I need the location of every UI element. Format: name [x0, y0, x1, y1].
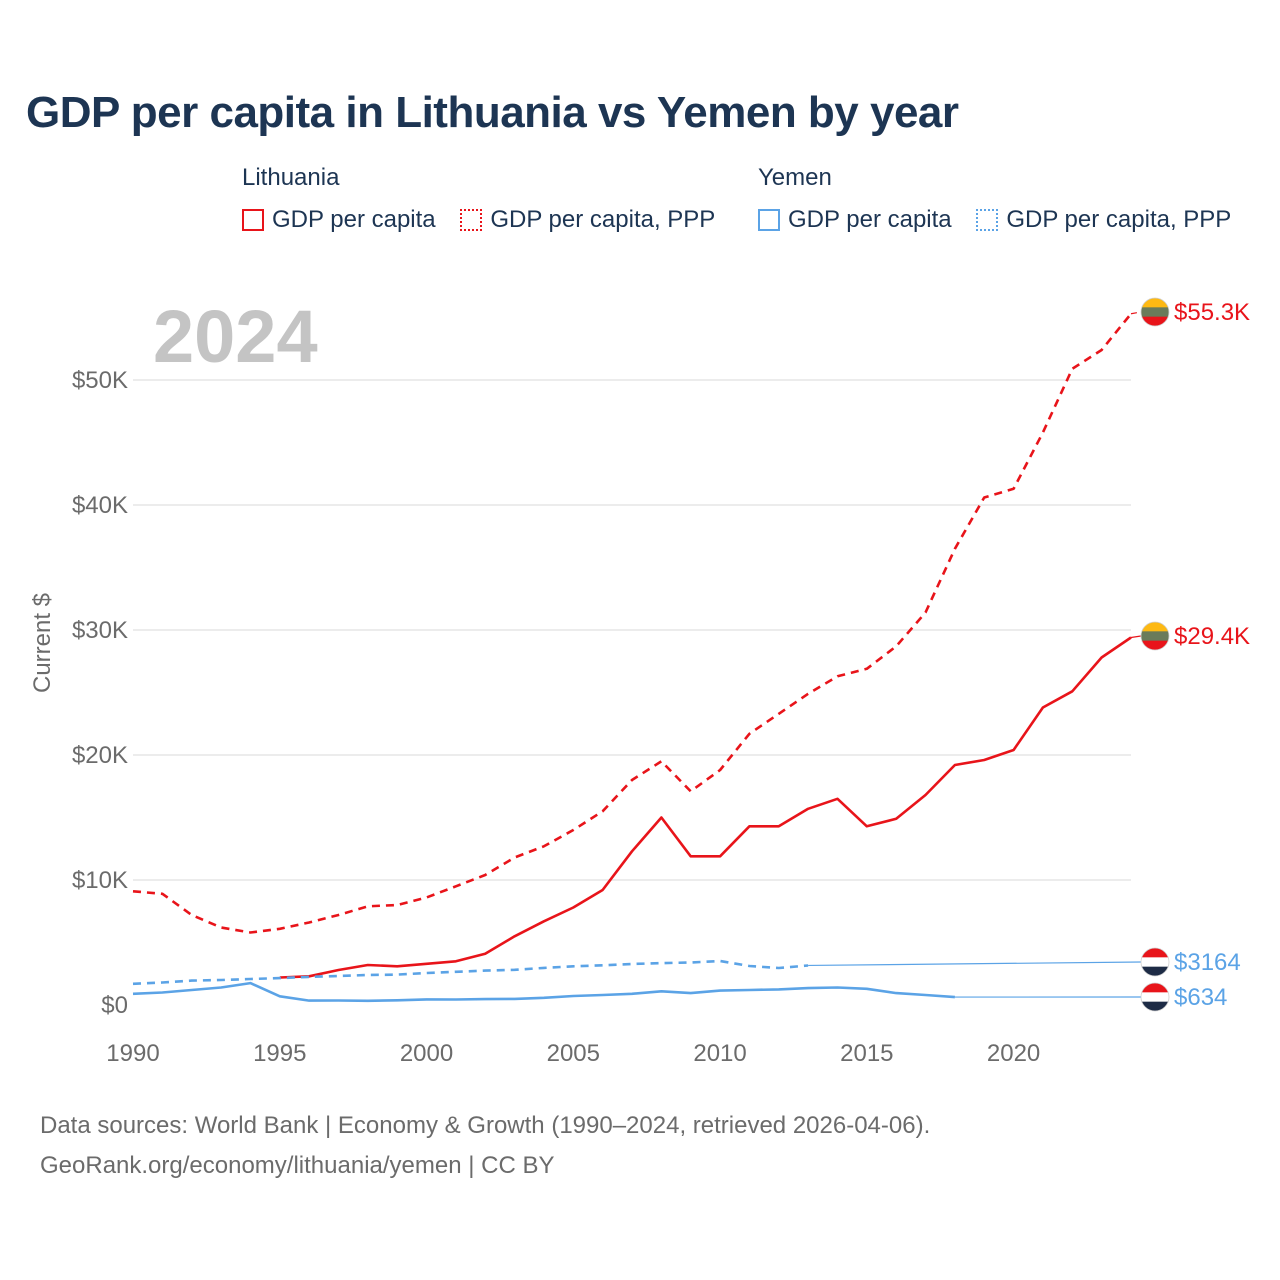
legend-lithuania-gdp-label: GDP per capita: [272, 206, 436, 233]
legend-lithuania-heading: Lithuania: [242, 164, 340, 191]
yemen-flag-icon: [1141, 983, 1169, 1011]
x-tick-label: 2015: [840, 1040, 893, 1067]
legend-lithuania-gdp-ppp-label: GDP per capita, PPP: [490, 206, 716, 233]
flag-stripe: [1141, 307, 1169, 318]
flag-stripe: [1141, 631, 1169, 642]
series-layer: [132, 311, 1142, 1003]
legend-solid-red-swatch: [242, 209, 264, 231]
x-tick-label: 1990: [106, 1040, 159, 1067]
flag-stripe: [1141, 957, 1169, 968]
flag-stripe: [1141, 298, 1169, 308]
end-marker: [1140, 297, 1170, 327]
flag-stripe: [1141, 948, 1169, 958]
x-tick-label: 2000: [400, 1040, 453, 1067]
lithuania-flag-icon: [1141, 298, 1169, 326]
chart-title: GDP per capita in Lithuania vs Yemen by …: [26, 88, 959, 137]
legend-lithuania: Lithuania GDP per capita GDP per capita,…: [242, 164, 733, 238]
sources-line-1: Data sources: World Bank | Economy & Gro…: [40, 1112, 931, 1139]
x-tick-label: 2020: [987, 1040, 1040, 1067]
legend-yemen-heading: Yemen: [758, 164, 832, 191]
y-tick-label: $0: [101, 992, 128, 1019]
legend-lithuania-gdp[interactable]: GDP per capita: [242, 206, 436, 234]
year-label: 2024: [153, 295, 318, 378]
end-marker: [1140, 982, 1170, 1012]
flag-stripe: [1141, 966, 1169, 976]
flag-border: [1140, 297, 1170, 327]
flag-border: [1140, 947, 1170, 977]
end-connector: [1130, 311, 1142, 315]
x-tick-label: 2005: [547, 1040, 600, 1067]
legend-solid-blue-swatch: [758, 209, 780, 231]
axis-layer: $0 $10K $20K $30K $40K $50K 1990 1995 2000 2005 20…: [72, 367, 1040, 1067]
flag-stripe: [1141, 640, 1169, 650]
series-line: [279, 636, 1132, 979]
flag-stripe: [1141, 983, 1169, 993]
flag-stripe: [1141, 992, 1169, 1003]
yemen-flag-icon: [1141, 948, 1169, 976]
flag-stripe: [1141, 1001, 1169, 1011]
end-value-label: $29.4K: [1174, 623, 1250, 650]
sources-line-2[interactable]: GeoRank.org/economy/lithuania/yemen | CC…: [40, 1152, 555, 1179]
flag-border: [1140, 982, 1170, 1012]
end-connector: [808, 961, 1142, 967]
sources-note: Data sources: World Bank | Economy & Gro…: [40, 1106, 930, 1186]
flag-stripe: [1141, 622, 1169, 632]
end-value-label: $55.3K: [1174, 299, 1250, 326]
legend-lithuania-gdp-ppp[interactable]: GDP per capita, PPP: [460, 206, 715, 234]
end-marker-layer: $55.3K $29.4K $3164 $634: [1140, 297, 1250, 1012]
end-value-label: $634: [1174, 984, 1227, 1011]
series-line: [132, 981, 955, 1003]
end-marker: [1140, 621, 1170, 651]
legend-yemen: Yemen GDP per capita GDP per capita, PPP: [758, 164, 1249, 238]
x-tick-label: 2010: [693, 1040, 746, 1067]
end-value-label: $3164: [1174, 949, 1241, 976]
y-tick-label: $40K: [72, 492, 128, 519]
flag-border: [1140, 621, 1170, 651]
flag-stripe: [1141, 316, 1169, 326]
y-tick-label: $10K: [72, 867, 128, 894]
y-axis-title: Current $: [29, 593, 56, 693]
grid-layer: [133, 379, 1131, 881]
series-line: [132, 312, 1133, 934]
y-tick-label: $50K: [72, 367, 128, 394]
lithuania-flag-icon: [1141, 622, 1169, 650]
legend-yemen-gdp-ppp-label: GDP per capita, PPP: [1006, 206, 1232, 233]
legend-yemen-gdp-label: GDP per capita: [788, 206, 952, 233]
legend-yemen-gdp-ppp[interactable]: GDP per capita, PPP: [976, 206, 1231, 234]
legend-yemen-gdp[interactable]: GDP per capita: [758, 206, 952, 234]
legend-dotted-red-swatch: [460, 209, 483, 231]
end-marker: [1140, 947, 1170, 977]
y-tick-label: $20K: [72, 742, 128, 769]
series-line: [132, 959, 809, 986]
legend-dotted-blue-swatch: [976, 209, 999, 231]
end-connector: [1130, 635, 1142, 639]
y-tick-label: $30K: [72, 617, 128, 644]
x-tick-label: 1995: [253, 1040, 306, 1067]
